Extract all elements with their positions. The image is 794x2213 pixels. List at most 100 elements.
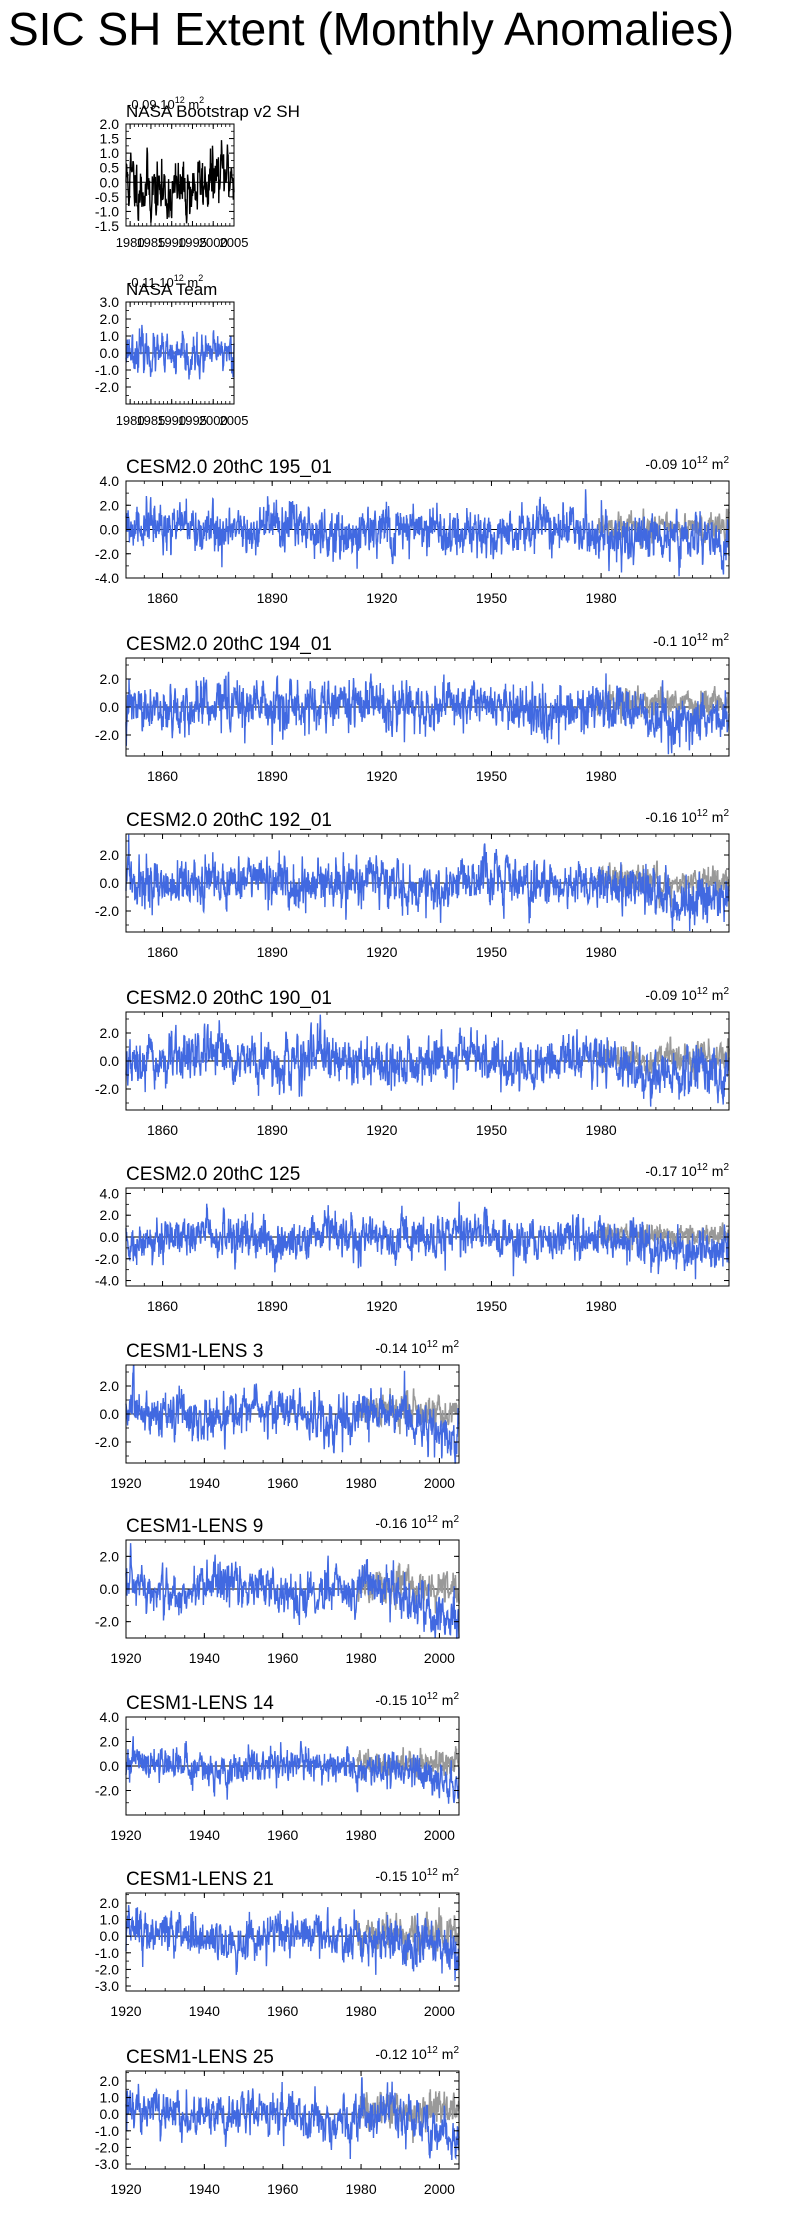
x-tick-label: 1920 [366, 768, 397, 784]
trend-label: -0.09 1012 m2 [127, 95, 204, 112]
x-tick-label: 1990 [157, 413, 186, 428]
trend-label: -0.15 1012 m2 [375, 1867, 459, 1884]
y-tick-label: 0.0 [100, 699, 120, 715]
series-line [125, 324, 235, 380]
series-line [125, 671, 730, 755]
x-tick-label: 1980 [586, 590, 617, 606]
chart-title: CESM1-LENS 21 [126, 1869, 274, 1890]
x-tick-label: 1860 [147, 590, 178, 606]
trend-label: -0.1 1012 m2 [653, 632, 729, 649]
x-tick-label: 1860 [147, 1298, 178, 1314]
y-tick-label: 0.0 [100, 1928, 120, 1944]
y-tick-label: 2.0 [100, 847, 120, 863]
trend-label: -0.09 1012 m2 [645, 455, 729, 472]
x-tick-label: 1980 [345, 1650, 376, 1666]
x-tick-label: 1960 [267, 1827, 298, 1843]
y-tick-label: 0.0 [100, 2106, 120, 2122]
chart-panel: CESM2.0 20thC 190_01 -0.09 1012 m2 -2.0 0.0… [95, 986, 730, 1138]
x-tick-label: 1920 [110, 1650, 141, 1666]
x-tick-label: 1890 [257, 768, 288, 784]
y-tick-label: 0.0 [100, 1406, 120, 1422]
x-tick-label: 1950 [476, 944, 507, 960]
y-tick-label: -2.0 [95, 2139, 119, 2155]
x-tick-label: 1920 [110, 1475, 141, 1491]
y-tick-label: -3.0 [95, 1978, 119, 1994]
x-tick-label: 1920 [366, 1298, 397, 1314]
observed-series-line [596, 860, 730, 909]
x-tick-label: 1950 [476, 590, 507, 606]
x-tick-label: 1890 [257, 1122, 288, 1138]
series-line [125, 1014, 730, 1107]
x-tick-label: 1985 [136, 235, 165, 250]
x-tick-label: 1980 [586, 1298, 617, 1314]
y-tick-label: -2.0 [95, 903, 119, 919]
trend-label: -0.17 1012 m2 [645, 1162, 729, 1179]
x-tick-label: 1940 [189, 1650, 220, 1666]
x-tick-label: 1960 [267, 2003, 298, 2019]
y-tick-label: 2.0 [100, 1734, 120, 1750]
page-title: SIC SH Extent (Monthly Anomalies) [8, 3, 735, 55]
x-tick-label: 1960 [267, 1475, 298, 1491]
y-tick-label: 1.0 [100, 328, 120, 344]
x-tick-label: 1960 [267, 2181, 298, 2197]
plot-frame [125, 2070, 460, 2170]
series-line [125, 1364, 460, 1464]
trend-label: -0.11 1012 m2 [127, 273, 203, 290]
chart-title: NASA Bootstrap v2 SH [126, 102, 300, 121]
series-line [125, 1543, 460, 1639]
x-tick-label: 1980 [345, 2181, 376, 2197]
chart-panel: CESM2.0 20thC 195_01 -0.09 1012 m2 -4.0 -2.… [95, 455, 730, 606]
y-tick-label: 2.0 [100, 1548, 120, 1564]
y-tick-label: 2.0 [100, 671, 120, 687]
series-line [125, 834, 730, 932]
x-tick-label: 1860 [147, 944, 178, 960]
y-tick-label: -2.0 [95, 546, 119, 562]
x-tick-label: 1950 [476, 768, 507, 784]
x-tick-label: 1980 [586, 768, 617, 784]
chart-title: CESM1-LENS 9 [126, 1516, 263, 1537]
chart-panel: CESM1-LENS 9 -0.16 1012 m2 -2.0 0.0 2.0 1920 1… [95, 1514, 460, 1666]
chart-panel: CESM2.0 20thC 192_01 -0.16 1012 m2 -2.0 0.0… [95, 808, 730, 960]
y-tick-label: 0.0 [100, 1758, 120, 1774]
x-tick-label: 1950 [476, 1298, 507, 1314]
trend-label: -0.16 1012 m2 [375, 1514, 459, 1531]
x-tick-label: 2000 [199, 235, 228, 250]
y-tick-label: 0.0 [100, 875, 120, 891]
y-tick-label: 4.0 [100, 473, 120, 489]
y-tick-label: -1.0 [95, 362, 119, 378]
x-tick-label: 1980 [345, 1827, 376, 1843]
y-tick-label: 1.0 [100, 2090, 120, 2106]
x-tick-label: 1920 [366, 944, 397, 960]
y-tick-label: 1.0 [100, 1912, 120, 1928]
x-tick-label: 2000 [424, 2181, 455, 2197]
x-tick-label: 1940 [189, 2003, 220, 2019]
x-tick-label: 1860 [147, 768, 178, 784]
y-tick-label: -4.0 [95, 1273, 119, 1289]
y-tick-label: -1.0 [95, 203, 119, 219]
y-tick-label: 2.0 [100, 1895, 120, 1911]
y-tick-label: -4.0 [95, 570, 119, 586]
trend-label: -0.14 1012 m2 [375, 1339, 459, 1356]
x-tick-label: 1890 [257, 1298, 288, 1314]
chart-panel: CESM2.0 20thC 125 -0.17 1012 m2 -4.0 -2.0 0.… [95, 1162, 730, 1314]
y-tick-label: 1.0 [100, 145, 120, 161]
y-tick-label: 0.0 [100, 1053, 120, 1069]
y-tick-label: 2.0 [100, 497, 120, 513]
chart-title: CESM1-LENS 25 [126, 2047, 274, 2068]
chart-title: CESM1-LENS 3 [126, 1341, 263, 1362]
x-tick-label: 1920 [366, 1122, 397, 1138]
trend-label: -0.15 1012 m2 [375, 1691, 459, 1708]
x-tick-label: 1980 [345, 1475, 376, 1491]
y-tick-label: 0.0 [100, 174, 120, 190]
trend-label: -0.09 1012 m2 [645, 986, 729, 1003]
x-tick-label: 1995 [178, 235, 207, 250]
series-line [125, 2077, 460, 2161]
y-tick-label: -2.0 [95, 1961, 119, 1977]
y-tick-label: -2.0 [95, 379, 119, 395]
chart-panel: NASA Team-0.11 1012 m2 -2.0-1.00.01.02.03… [95, 273, 249, 428]
y-tick-label: 0.5 [100, 160, 120, 176]
y-tick-label: -1.0 [95, 2123, 119, 2139]
y-tick-label: 0.0 [100, 1581, 120, 1597]
series-line [125, 140, 235, 224]
